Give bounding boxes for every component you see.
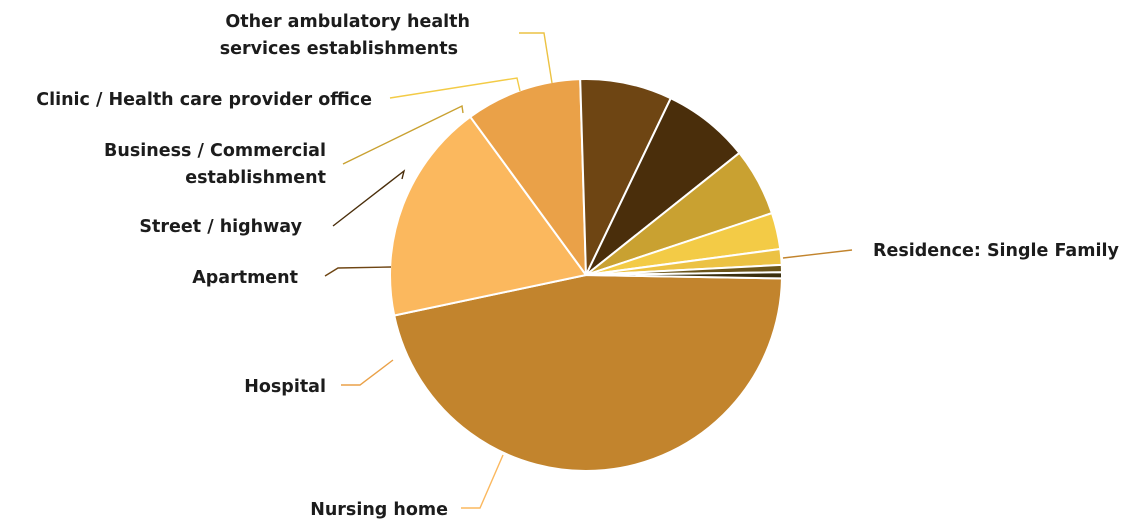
pie-slice-unlabeled-9 <box>585 271 783 280</box>
slice-label-business-commercial-establishment-line-2: establishment <box>185 168 326 188</box>
slice-label-nursing-home: Nursing home <box>310 500 448 520</box>
slice-label-clinic-health-care-provider-office: Clinic / Health care provider office <box>36 90 372 110</box>
leader-line-clinic-health-care-provider-office <box>389 77 521 99</box>
slice-label-apartment: Apartment <box>192 268 298 288</box>
slice-labels: Residence: Single Family Nursing home Hosp… <box>36 12 1119 520</box>
pie-slice-nursing-home <box>389 115 587 317</box>
leader-line-hospital <box>341 359 394 386</box>
leader-line-nursing-home <box>461 454 504 509</box>
slice-label-other-ambulatory-health-services-establishments-line-2: services establishments <box>220 39 458 59</box>
pie-slice-apartment <box>579 78 672 276</box>
slice-label-other-ambulatory-health-services-establishments-line-1: Other ambulatory health <box>225 12 470 32</box>
leader-line-residence-single-family <box>782 249 853 259</box>
slice-label-hospital: Hospital <box>244 377 326 397</box>
slice-label-business-commercial-establishment-line-1: Business / Commercial <box>104 141 326 161</box>
leader-line-business-commercial-establishment <box>342 104 464 165</box>
pie-slices <box>389 78 783 472</box>
leader-line-street-highway <box>332 169 406 227</box>
slice-label-street-highway: Street / highway <box>139 217 302 237</box>
leader-line-other-ambulatory-health-services-establishments <box>519 32 553 84</box>
label-leader-lines <box>324 32 853 509</box>
pie-slice-hospital <box>469 78 587 276</box>
pie-slice-residence-single-family <box>393 274 783 472</box>
slice-label-residence-single-family: Residence: Single Family <box>873 241 1119 261</box>
leader-line-apartment <box>324 266 392 277</box>
